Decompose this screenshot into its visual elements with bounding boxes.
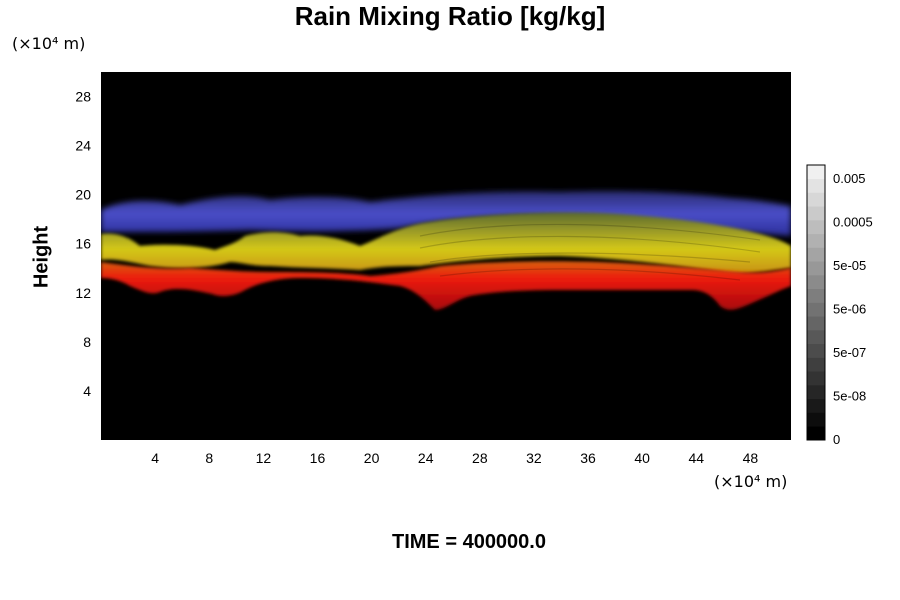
colorbar-tick-label: 0 — [833, 432, 840, 447]
chart-title: Rain Mixing Ratio [kg/kg] — [294, 1, 606, 31]
x-tick-label: 8 — [205, 450, 213, 466]
colorbar-tick-label: 5e-06 — [833, 302, 866, 317]
colorbar-swatch — [807, 261, 825, 276]
colorbar-tick-label: 5e-05 — [833, 258, 866, 273]
y-axis-unit: (×10⁴ m) — [12, 34, 86, 53]
colorbar-frame — [806, 164, 826, 441]
band-middle — [101, 212, 791, 274]
x-tick-label: 4 — [151, 450, 159, 466]
x-tick-label: 28 — [472, 450, 488, 466]
x-tick-label: 48 — [743, 450, 759, 466]
y-tick-label: 20 — [75, 187, 91, 203]
colorbar-swatch — [807, 165, 825, 180]
colorbar-swatch — [807, 220, 825, 235]
colorbar-tick-label: 0.0005 — [833, 215, 873, 230]
x-tick-label: 44 — [689, 450, 705, 466]
y-ticks: 4 8 12 16 20 24 28 — [75, 89, 91, 399]
colorbar-swatch — [807, 275, 825, 290]
colorbar-swatch — [807, 357, 825, 372]
x-tick-label: 24 — [418, 450, 434, 466]
heatmap-field — [101, 191, 791, 310]
colorbar-swatch — [807, 343, 825, 358]
colorbar-tick-label: 5e-08 — [833, 389, 866, 404]
x-tick-label: 32 — [526, 450, 542, 466]
colorbar-swatch — [807, 398, 825, 413]
colorbar-swatch — [807, 412, 825, 427]
x-tick-label: 16 — [310, 450, 326, 466]
colorbar-swatch — [807, 371, 825, 386]
colorbar-swatch — [807, 233, 825, 248]
colorbar: 0.005 0.0005 5e-05 5e-06 5e-07 5e-08 0 — [806, 164, 873, 447]
y-tick-label: 28 — [75, 89, 91, 105]
x-tick-label: 36 — [580, 450, 596, 466]
colorbar-swatch — [807, 192, 825, 207]
x-axis-unit: (×10⁴ m) — [714, 472, 788, 491]
colorbar-tick-label: 5e-07 — [833, 345, 866, 360]
colorbar-swatch — [807, 288, 825, 303]
y-tick-label: 8 — [83, 334, 91, 350]
band-upper — [101, 191, 791, 236]
x-tick-label: 20 — [364, 450, 380, 466]
x-ticks: 4 8 12 16 20 24 28 32 36 40 44 48 — [151, 450, 758, 466]
time-label: TIME = 400000.0 — [392, 531, 546, 553]
y-tick-label: 16 — [75, 236, 91, 252]
colorbar-swatch — [807, 385, 825, 400]
colorbar-swatch — [807, 426, 825, 441]
colorbar-swatch — [807, 178, 825, 193]
band-lower — [101, 261, 791, 310]
x-tick-label: 40 — [634, 450, 650, 466]
y-tick-label: 4 — [83, 383, 91, 399]
colorbar-tick-label: 0.005 — [833, 171, 866, 186]
colorbar-swatch — [807, 330, 825, 345]
y-tick-label: 12 — [75, 285, 91, 301]
x-tick-label: 12 — [256, 450, 272, 466]
colorbar-swatch — [807, 247, 825, 262]
colorbar-swatch — [807, 316, 825, 331]
colorbar-swatch — [807, 302, 825, 317]
colorbar-swatch — [807, 206, 825, 221]
y-tick-label: 24 — [75, 138, 91, 154]
